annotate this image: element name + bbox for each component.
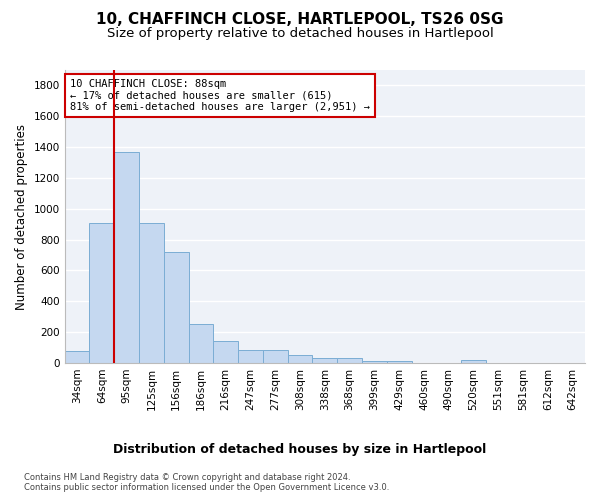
- Y-axis label: Number of detached properties: Number of detached properties: [15, 124, 28, 310]
- Text: 10, CHAFFINCH CLOSE, HARTLEPOOL, TS26 0SG: 10, CHAFFINCH CLOSE, HARTLEPOOL, TS26 0S…: [96, 12, 504, 28]
- Bar: [337, 358, 362, 363]
- Text: Contains public sector information licensed under the Open Government Licence v3: Contains public sector information licen…: [24, 484, 389, 492]
- Bar: [238, 350, 263, 363]
- Bar: [287, 356, 313, 363]
- Bar: [263, 350, 287, 363]
- Bar: [188, 324, 214, 363]
- Text: 10 CHAFFINCH CLOSE: 88sqm
← 17% of detached houses are smaller (615)
81% of semi: 10 CHAFFINCH CLOSE: 88sqm ← 17% of detac…: [70, 79, 370, 112]
- Bar: [214, 342, 238, 363]
- Bar: [139, 222, 164, 363]
- Bar: [387, 360, 412, 363]
- Bar: [461, 360, 486, 363]
- Bar: [114, 152, 139, 363]
- Bar: [313, 358, 337, 363]
- Text: Size of property relative to detached houses in Hartlepool: Size of property relative to detached ho…: [107, 28, 493, 40]
- Bar: [89, 222, 114, 363]
- Bar: [362, 360, 387, 363]
- Bar: [65, 350, 89, 363]
- Text: Contains HM Land Registry data © Crown copyright and database right 2024.: Contains HM Land Registry data © Crown c…: [24, 472, 350, 482]
- Text: Distribution of detached houses by size in Hartlepool: Distribution of detached houses by size …: [113, 442, 487, 456]
- Bar: [164, 252, 188, 363]
